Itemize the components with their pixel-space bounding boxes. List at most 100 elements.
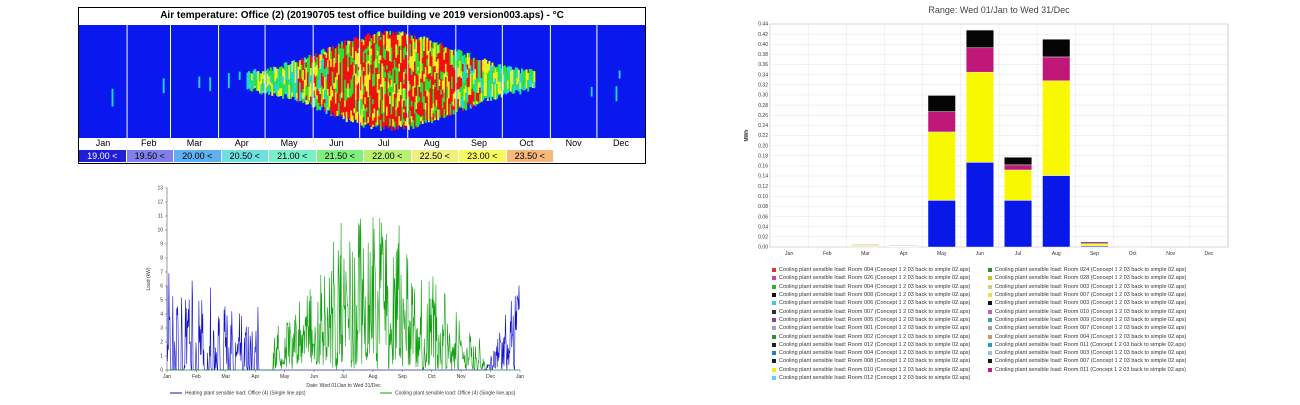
bar-segment bbox=[1081, 242, 1108, 243]
bar-legend-label: Cooling plant sensible load: Room 004 (C… bbox=[995, 334, 1186, 340]
heatmap-cell bbox=[462, 109, 464, 112]
y-tick-label: 0.10 bbox=[758, 194, 768, 200]
bar-legend-item: Cooling plant sensible load: Room 002 (C… bbox=[772, 332, 982, 340]
bar-legend-item: Cooling plant sensible load: Room 012 (C… bbox=[772, 341, 982, 349]
bar-legend-swatch bbox=[772, 368, 776, 372]
heatmap-cell bbox=[496, 97, 498, 98]
bar-legend-item: Cooling plant sensible load: Room 007 (C… bbox=[988, 357, 1198, 365]
bar-legend-label: Cooling plant sensible load: Room 007 (C… bbox=[995, 325, 1186, 331]
y-tick-label: 0.26 bbox=[758, 113, 768, 119]
bar-legend-item: Cooling plant sensible load: Room 004 (C… bbox=[772, 349, 982, 357]
y-tick-label: 0.38 bbox=[758, 52, 768, 58]
bar-legend-swatch bbox=[988, 318, 992, 322]
y-tick-label: 11 bbox=[158, 214, 163, 220]
heatmap-month-label: Mar bbox=[175, 138, 215, 148]
heatmap-month-label: Jul bbox=[364, 138, 404, 148]
y-tick-label: 0.40 bbox=[758, 42, 768, 48]
bar-legend-label: Cooling plant sensible load: Room 004 (C… bbox=[779, 267, 970, 273]
bar-legend-swatch bbox=[772, 285, 776, 289]
bar-legend-item: Cooling plant sensible load: Room 011 (C… bbox=[988, 366, 1198, 374]
bar-legend-item: Cooling plant sensible load: Room 008 (C… bbox=[772, 357, 982, 365]
bar-legend-label: Cooling plant sensible load: Room 028 (C… bbox=[995, 275, 1186, 281]
bar-legend-label: Cooling plant sensible load: Room 012 (C… bbox=[779, 342, 970, 348]
bar-legend-item: Cooling plant sensible load: Room 024 (C… bbox=[988, 266, 1198, 274]
y-tick-label: 0.22 bbox=[758, 133, 768, 139]
heatmap-month-label: Oct bbox=[506, 138, 546, 148]
y-tick-label: 0.18 bbox=[758, 153, 768, 159]
bar-chart-title: Range: Wed 01/Jan to Wed 31/Dec bbox=[928, 5, 1070, 15]
bar-legend-swatch bbox=[988, 276, 992, 280]
x-tick-label: Feb bbox=[192, 374, 201, 380]
heatmap-legend-item: 19.50 < bbox=[127, 150, 174, 162]
heatmap-cell bbox=[228, 73, 230, 88]
bar-legend-swatch bbox=[988, 343, 992, 347]
bar-legend-swatch bbox=[988, 285, 992, 289]
y-tick-label: 8 bbox=[160, 256, 163, 262]
bar-legend-swatch bbox=[772, 318, 776, 322]
heatmap-cell bbox=[371, 127, 373, 129]
y-tick-label: 10 bbox=[157, 228, 163, 234]
heatmap-month-label: Nov bbox=[554, 138, 594, 148]
heatmap-title: Air temperature: Office (2) (20190705 te… bbox=[79, 10, 645, 21]
y-tick-label: 0.00 bbox=[758, 245, 768, 251]
heatmap-cell bbox=[445, 115, 447, 116]
heatmap-legend-item: 21.00 < bbox=[269, 150, 316, 162]
bar-legend-swatch bbox=[772, 326, 776, 330]
heatmap-cell bbox=[330, 115, 332, 116]
bar-segment bbox=[928, 200, 955, 247]
heatmap-cell bbox=[527, 91, 529, 92]
heatmap-cell bbox=[389, 31, 391, 35]
bar-legend-item: Cooling plant sensible load: Room 006 (C… bbox=[772, 299, 982, 307]
heatmap-legend-item: 22.00 < bbox=[364, 150, 411, 162]
y-tick-label: 0.32 bbox=[758, 83, 768, 89]
heatmap-legend-item: 23.50 < bbox=[507, 150, 554, 162]
x-tick-label: Mar bbox=[222, 374, 231, 380]
y-tick-label: 0.44 bbox=[758, 22, 768, 28]
bar-legend-label: Cooling plant sensible load: Room 026 (C… bbox=[779, 275, 970, 281]
heatmap-cell bbox=[487, 99, 489, 101]
bar-legend-item: Cooling plant sensible load: Room 010 (C… bbox=[988, 307, 1198, 315]
heatmap-month-label: Jan bbox=[83, 138, 123, 148]
bar-legend-item: Cooling plant sensible load: Room 007 (C… bbox=[988, 324, 1198, 332]
bar-legend-swatch bbox=[988, 293, 992, 297]
y-tick-label: 0.06 bbox=[758, 214, 768, 220]
heatmap-cell bbox=[533, 71, 535, 82]
bar-legend-label: Cooling plant sensible load: Room 012 (C… bbox=[779, 375, 970, 381]
bar-segment bbox=[1043, 176, 1070, 247]
bar-legend-label: Cooling plant sensible load: Room 004 (C… bbox=[779, 350, 970, 356]
heatmap-month-label: Apr bbox=[222, 138, 262, 148]
bar-legend-swatch bbox=[988, 359, 992, 363]
bar-chart-legend: Cooling plant sensible load: Room 004 (C… bbox=[772, 266, 1232, 382]
x-tick-label: Dec bbox=[486, 374, 495, 380]
bar-segment bbox=[1004, 170, 1031, 200]
heatmap-legend-item: 21.50 < bbox=[317, 150, 364, 162]
bar-legend-swatch bbox=[772, 293, 776, 297]
heatmap-cell bbox=[198, 76, 200, 88]
heatmap-legend-item: 20.50 < bbox=[222, 150, 269, 162]
y-tick-label: 0.42 bbox=[758, 32, 768, 38]
heatmap-legend-item: 19.00 < bbox=[79, 150, 126, 162]
heatmap-legend-item: 23.00 < bbox=[459, 150, 506, 162]
x-tick-label: Feb bbox=[823, 251, 832, 257]
bar-legend-label: Cooling plant sensible load: Room 006 (C… bbox=[779, 300, 970, 306]
heatmap-cell bbox=[163, 78, 165, 93]
bar-legend-swatch bbox=[772, 268, 776, 272]
x-tick-label: Jul bbox=[1015, 251, 1021, 257]
bar-legend-item: Cooling plant sensible load: Room 007 (C… bbox=[988, 291, 1198, 299]
bar-legend-swatch bbox=[988, 310, 992, 314]
bar-legend-swatch bbox=[988, 268, 992, 272]
x-tick-label: Jun bbox=[976, 251, 984, 257]
bar-legend-swatch bbox=[772, 301, 776, 305]
x-tick-label: May bbox=[280, 374, 290, 380]
heatmap-cell bbox=[298, 101, 300, 102]
bar-legend-label: Cooling plant sensible load: Room 003 (C… bbox=[995, 284, 1186, 290]
x-tick-label: Nov bbox=[457, 374, 466, 380]
y-tick-label: 5 bbox=[160, 298, 163, 304]
heatmap-cell bbox=[474, 105, 476, 106]
bar-segment bbox=[928, 95, 955, 111]
heatmap-cell bbox=[391, 127, 393, 131]
x-tick-label: Mar bbox=[861, 251, 870, 257]
bar-legend-swatch bbox=[772, 351, 776, 355]
heatmap-cell bbox=[402, 32, 404, 36]
